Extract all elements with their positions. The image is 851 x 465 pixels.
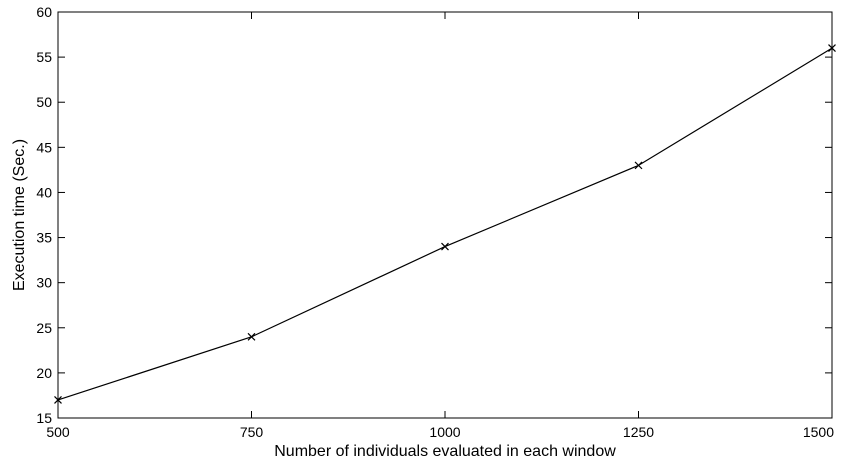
series-line bbox=[57, 47, 833, 401]
y-tick-label: 55 bbox=[36, 49, 52, 65]
data-point-marker bbox=[247, 332, 256, 341]
y-tick-label: 20 bbox=[36, 365, 52, 381]
x-tick-label: 1250 bbox=[623, 424, 654, 440]
y-tick-label: 35 bbox=[36, 230, 52, 246]
y-tick-label: 25 bbox=[36, 320, 52, 336]
plot-frame bbox=[57, 11, 833, 419]
y-axis-label: Execution time (Sec.) bbox=[11, 139, 28, 291]
y-tick-label: 40 bbox=[36, 184, 52, 200]
x-axis-label: Number of individuals evaluated in each … bbox=[274, 443, 616, 460]
x-tick-label: 1500 bbox=[803, 424, 834, 440]
y-tick-label: 30 bbox=[36, 275, 52, 291]
y-tick-label: 50 bbox=[36, 94, 52, 110]
x-tick-label: 1000 bbox=[429, 424, 460, 440]
x-tick-label: 500 bbox=[46, 424, 70, 440]
y-axis: 15 20 25 30 35 40 45 50 55 60 bbox=[36, 4, 832, 426]
data-point-marker bbox=[828, 44, 836, 53]
x-tick-label: 750 bbox=[240, 424, 264, 440]
y-tick-label: 60 bbox=[36, 4, 52, 20]
plot-area: 15 20 25 30 35 40 45 50 55 60 500 750 1000 1250 1500 bbox=[36, 4, 836, 440]
series-layer bbox=[54, 44, 836, 404]
data-point-marker bbox=[634, 161, 643, 170]
x-axis: 500 750 1000 1250 1500 bbox=[46, 12, 834, 440]
data-point-marker bbox=[54, 396, 62, 404]
y-tick-label: 45 bbox=[36, 139, 52, 155]
y-tick-label: 15 bbox=[36, 410, 52, 426]
data-point-marker bbox=[441, 242, 449, 251]
